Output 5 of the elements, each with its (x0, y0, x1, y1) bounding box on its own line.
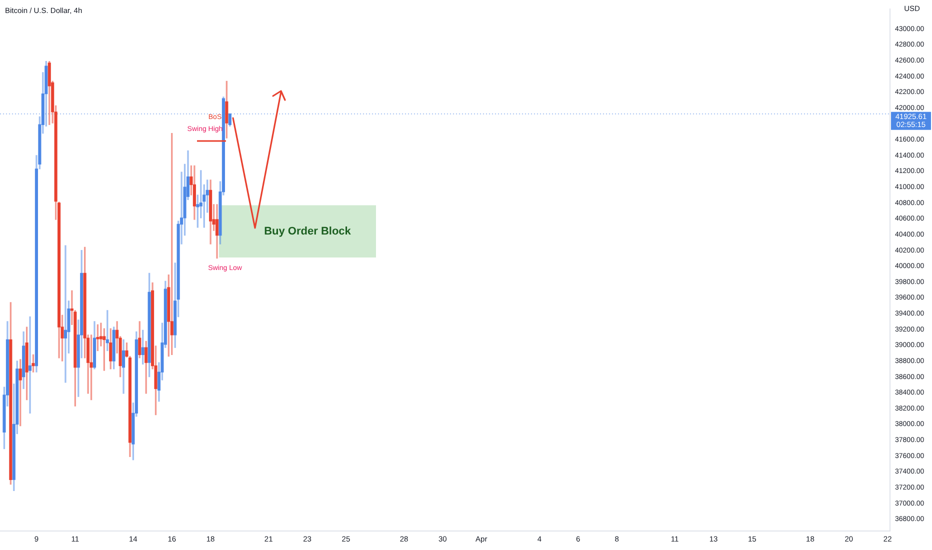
band-label: Buy Order Block (264, 225, 352, 238)
candlestick (70, 290, 74, 325)
candlestick (99, 322, 102, 346)
candlestick (64, 245, 68, 383)
candlestick (28, 316, 32, 414)
